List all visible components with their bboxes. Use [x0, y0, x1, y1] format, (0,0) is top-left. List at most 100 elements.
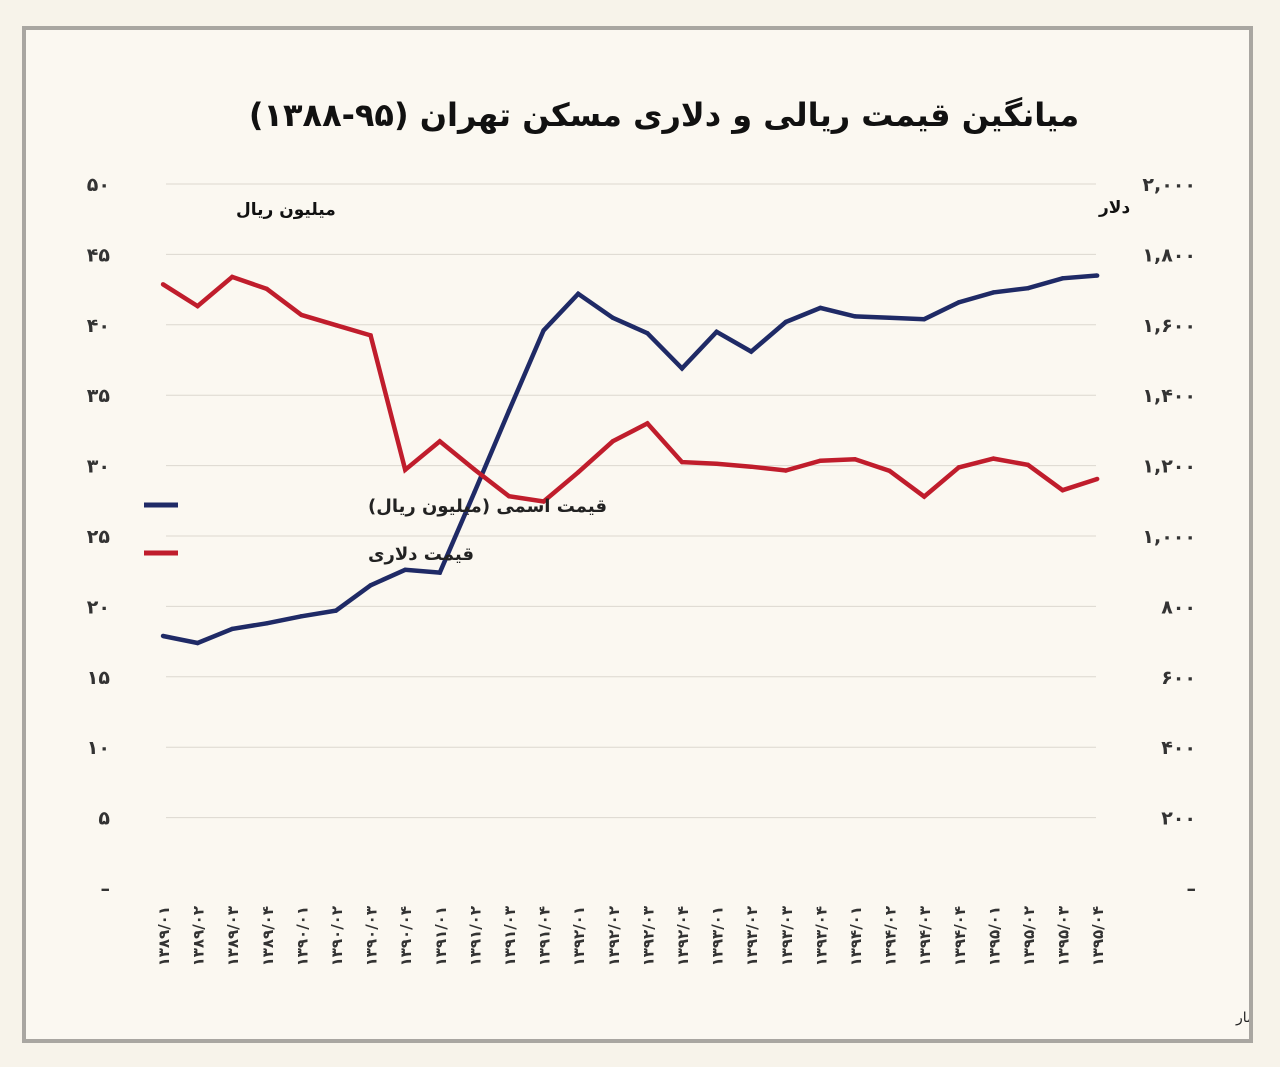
data-point: [991, 456, 996, 461]
data-point: [783, 468, 788, 473]
x-tick-label: ۱۳۹۲/۰۳: [639, 906, 657, 966]
x-tick-label: ۱۳۹۲/۰۱: [570, 906, 588, 966]
series-line: [162, 273, 1098, 646]
data-point: [818, 458, 823, 463]
x-tick-label: ۱۳۸۹/۰۱: [155, 906, 173, 966]
data-point: [437, 439, 442, 444]
left-tick-label: ۴۰: [87, 315, 110, 337]
x-tick-label: ۱۳۹۰/۰۱: [293, 906, 311, 966]
legend: قیمت اسمی (میلیون ریال) قیمت دلاری: [144, 496, 607, 565]
x-tick-label: ۱۳۸۹/۰۴: [259, 906, 277, 966]
series-lines: [160, 273, 1100, 646]
data-point: [887, 468, 892, 474]
x-tick-label: ۱۳۹۴/۰۱: [847, 906, 865, 966]
x-tick-label: ۱۳۹۲/۰۴: [674, 906, 692, 966]
x-tick-label: ۱۳۹۴/۰۲: [882, 906, 900, 966]
data-point: [230, 626, 235, 632]
x-tick-label: ۱۳۹۰/۰۳: [363, 906, 381, 966]
data-point: [852, 314, 858, 319]
data-point: [1095, 273, 1100, 278]
x-tick-label: ۱۳۹۲/۰۲: [605, 906, 623, 966]
x-tick-label: ۱۳۹۳/۰۳: [778, 906, 796, 966]
series-line: [161, 274, 1098, 504]
data-point: [783, 319, 788, 325]
right-tick-label: ۱,۸۰۰: [1142, 244, 1196, 266]
left-tick-label: ۳۰: [87, 456, 110, 478]
data-point: [230, 274, 235, 280]
left-axis-ticks: – ۵ ۱۰ ۱۵ ۲۰ ۲۵ ۳۰ ۳۵ ۴۰ ۴۵ ۵۰: [87, 174, 111, 900]
data-point: [195, 640, 200, 646]
right-tick-label: ۱,۲۰۰: [1142, 456, 1196, 478]
data-point: [333, 608, 339, 613]
x-tick-label: ۱۳۹۵/۰۳: [1055, 906, 1073, 966]
left-axis-unit: میلیون ریال: [236, 200, 336, 220]
data-point: [403, 467, 408, 473]
legend-label: قیمت اسمی (میلیون ریال): [368, 496, 607, 517]
left-tick-label: ۳۵: [87, 385, 111, 407]
data-point: [818, 305, 823, 311]
chart-title: میانگین قیمت ریالی و دلاری مسکن تهران (۹…: [249, 96, 1079, 134]
x-tick-label: ۱۳۹۱/۰۲: [466, 906, 484, 966]
data-point: [922, 316, 927, 322]
data-point: [1025, 462, 1031, 468]
data-point: [679, 366, 685, 371]
data-point: [264, 286, 269, 292]
right-tick-label: –: [1187, 878, 1197, 900]
data-point: [160, 633, 166, 639]
data-point: [576, 291, 581, 297]
right-axis-unit: دلار: [1098, 198, 1130, 218]
data-point: [645, 331, 650, 336]
data-point: [506, 408, 512, 413]
data-point: [541, 499, 546, 504]
data-point: [956, 465, 961, 470]
data-point: [749, 349, 754, 354]
data-point: [160, 282, 166, 287]
x-tick-label: ۱۳۹۰/۰۴: [397, 906, 415, 966]
data-point: [1060, 488, 1065, 493]
right-tick-label: ۱,۴۰۰: [1142, 385, 1196, 407]
x-tick-label: ۱۳۸۹/۰۲: [190, 906, 208, 966]
right-tick-label: ۱,۰۰۰: [1142, 526, 1196, 548]
data-point: [472, 490, 477, 495]
data-point: [403, 567, 408, 572]
x-tick-label: ۱۳۹۴/۰۳: [916, 906, 934, 966]
data-point: [299, 614, 304, 619]
data-point: [714, 461, 719, 467]
chart-frame: میانگین قیمت ریالی و دلاری مسکن تهران (۹…: [22, 26, 1280, 1043]
left-tick-label: ۲۰: [87, 596, 110, 618]
left-tick-label: –: [101, 878, 111, 900]
left-tick-label: ۱۰: [87, 737, 110, 759]
left-tick-label: ۵: [98, 808, 110, 830]
right-tick-label: ۴۰۰: [1161, 737, 1196, 759]
data-point: [887, 315, 892, 320]
x-tick-label: ۱۳۹۵/۰۲: [1020, 906, 1038, 966]
data-point: [610, 439, 615, 444]
data-point: [749, 464, 754, 469]
data-point: [195, 303, 200, 309]
right-tick-label: ۸۰۰: [1161, 596, 1196, 618]
right-axis-ticks: – ۲۰۰ ۴۰۰ ۶۰۰ ۸۰۰ ۱,۰۰۰ ۱,۲۰۰ ۱,۴۰۰ ۱,۶۰۰ ۱,۸۰۰ ۲,…: [1142, 174, 1196, 900]
data-point: [506, 494, 512, 499]
data-point: [610, 315, 615, 320]
data-point: [368, 333, 373, 338]
data-point: [1060, 276, 1065, 281]
data-point: [333, 322, 339, 328]
right-tick-label: ۲,۰۰۰: [1142, 174, 1196, 196]
x-tick-label: ۱۳۹۴/۰۴: [951, 906, 969, 966]
x-tick-label: ۱۳۹۱/۰۱: [432, 906, 450, 966]
data-point: [437, 570, 442, 575]
x-tick-label: ۱۳۹۳/۰۴: [812, 906, 830, 966]
data-point: [299, 312, 304, 318]
x-tick-label: ۱۳۹۰/۰۲: [328, 906, 346, 966]
data-point: [852, 457, 858, 462]
x-tick-label: ۱۳۹۱/۰۴: [536, 906, 554, 966]
x-tick-label: ۱۳۹۳/۰۱: [709, 906, 727, 966]
right-tick-label: ۶۰۰: [1161, 667, 1196, 689]
source-note: تحلیل و استنتاج: احسان سلطانی بر اساس دا…: [1235, 1009, 1249, 1026]
data-point: [679, 459, 685, 465]
legend-label: قیمت دلاری: [368, 544, 474, 565]
series-left: [160, 273, 1100, 646]
left-tick-label: ۵۰: [87, 174, 110, 196]
x-tick-label: ۱۳۹۵/۰۱: [985, 906, 1003, 966]
grid-lines: [166, 183, 1096, 819]
